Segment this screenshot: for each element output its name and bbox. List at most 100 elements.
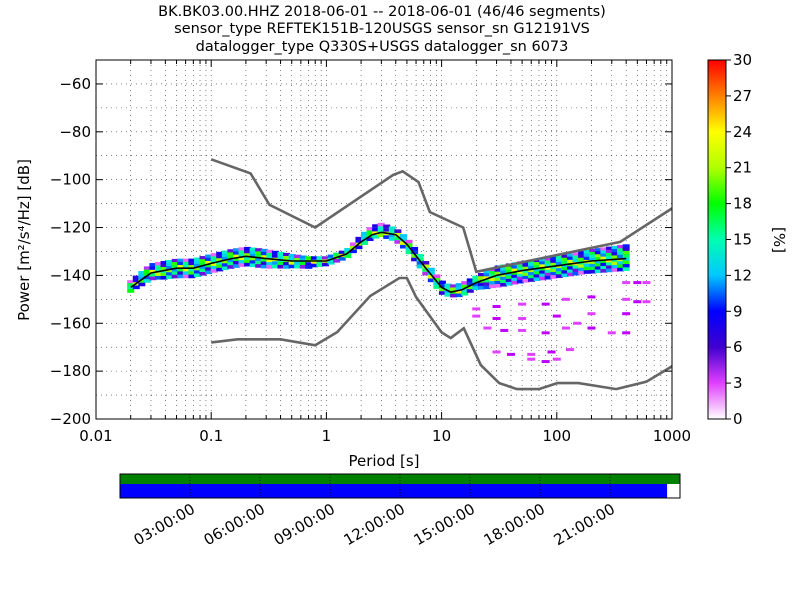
psd-cell — [594, 254, 602, 258]
psd-cell — [333, 259, 341, 263]
psd-cell — [594, 263, 602, 267]
psd-cell — [494, 283, 502, 288]
psd-cell — [227, 261, 235, 266]
psd-cell — [327, 254, 335, 259]
psd-cell — [310, 256, 318, 260]
psd-cell — [177, 274, 185, 279]
colorbar-tick-label: 0 — [733, 410, 743, 428]
psd-cell — [288, 257, 296, 262]
psd-cell — [149, 269, 157, 274]
x-tick-label: 10 — [432, 427, 451, 445]
psd-cell — [205, 257, 213, 262]
outlier-cell — [642, 300, 651, 304]
timeline-tick-label: 09:00:00 — [271, 500, 338, 549]
psd-cell — [455, 286, 463, 291]
psd-cell — [617, 245, 625, 249]
psd-cell — [589, 269, 597, 274]
psd-cell — [505, 269, 513, 274]
psd-cell — [611, 264, 619, 269]
psd-cell — [210, 269, 218, 273]
psd-cell — [516, 270, 524, 275]
psd-cell — [511, 268, 519, 273]
timeline-tick-label: 18:00:00 — [481, 500, 548, 549]
psd-cell — [489, 281, 497, 285]
psd-cell — [605, 249, 613, 254]
psd-cell — [550, 275, 558, 279]
psd-cell — [472, 275, 480, 280]
psd-cell — [466, 289, 474, 293]
psd-cell — [249, 260, 257, 264]
psd-cell — [388, 237, 396, 241]
psd-cell — [255, 260, 263, 265]
psd-cell — [238, 250, 246, 255]
psd-cell — [461, 291, 469, 296]
psd-cell — [594, 248, 602, 252]
psd-cell — [483, 273, 491, 277]
psd-cell — [511, 280, 519, 285]
psd-cell — [143, 269, 151, 274]
psd-cell — [544, 266, 552, 271]
outlier-cell — [527, 357, 536, 361]
psd-cell — [433, 278, 441, 282]
psd-cell — [611, 245, 619, 250]
psd-cell — [600, 253, 608, 258]
psd-cell — [160, 272, 168, 277]
psd-cell — [500, 279, 508, 284]
psd-cell — [143, 272, 151, 277]
psd-cell — [528, 262, 536, 267]
psd-cell — [188, 271, 196, 276]
psd-cell — [539, 267, 547, 272]
psd-cell — [572, 268, 580, 273]
colorbar-tick-label: 21 — [733, 159, 752, 177]
psd-cell — [205, 267, 213, 271]
psd-cell — [238, 260, 246, 264]
psd-cell — [388, 226, 396, 230]
colorbar: 0 3 6 9 12 15 18 21 24 27 30 [%] — [707, 51, 788, 428]
outlier-cell — [642, 281, 651, 285]
psd-cell — [422, 271, 430, 276]
psd-cell — [422, 264, 430, 269]
psd-cell — [333, 252, 341, 257]
psd-cell — [583, 270, 591, 274]
psd-cell — [516, 264, 524, 269]
outlier-cell — [561, 326, 570, 330]
psd-cell — [583, 253, 591, 257]
psd-cell — [199, 265, 207, 270]
psd-cell — [182, 268, 190, 272]
psd-cell — [283, 252, 291, 257]
psd-cell — [394, 229, 402, 233]
psd-cell — [277, 255, 285, 259]
psd-cell — [182, 258, 190, 263]
psd-cell — [605, 252, 613, 257]
psd-cell — [216, 261, 224, 266]
psd-cell — [238, 247, 246, 251]
psd-cell — [249, 247, 257, 252]
psd-cell — [266, 255, 274, 260]
outlier-cell — [587, 295, 596, 299]
psd-cell — [327, 260, 335, 265]
psd-cell — [505, 266, 513, 271]
psd-cell — [255, 251, 263, 255]
psd-cell — [539, 261, 547, 265]
outlier-cell — [633, 281, 642, 285]
psd-cell — [544, 263, 552, 268]
psd-cell — [166, 259, 174, 264]
outlier-cell — [492, 305, 501, 309]
psd-cell — [600, 265, 608, 270]
psd-cell — [600, 269, 608, 273]
psd-cell — [533, 274, 541, 278]
psd-cell — [472, 279, 480, 283]
colorbar-gradient — [707, 59, 727, 420]
psd-cell — [589, 248, 597, 253]
psd-cell — [522, 266, 530, 271]
psd-cell — [466, 278, 474, 282]
psd-cell — [216, 258, 224, 262]
psd-cell — [422, 268, 430, 272]
psd-cell — [505, 278, 513, 283]
psd-cell — [155, 262, 163, 266]
psd-cell — [182, 265, 190, 269]
y-tick-label: −140 — [50, 266, 91, 284]
psd-cell — [182, 274, 190, 279]
psd-cell — [127, 280, 135, 284]
